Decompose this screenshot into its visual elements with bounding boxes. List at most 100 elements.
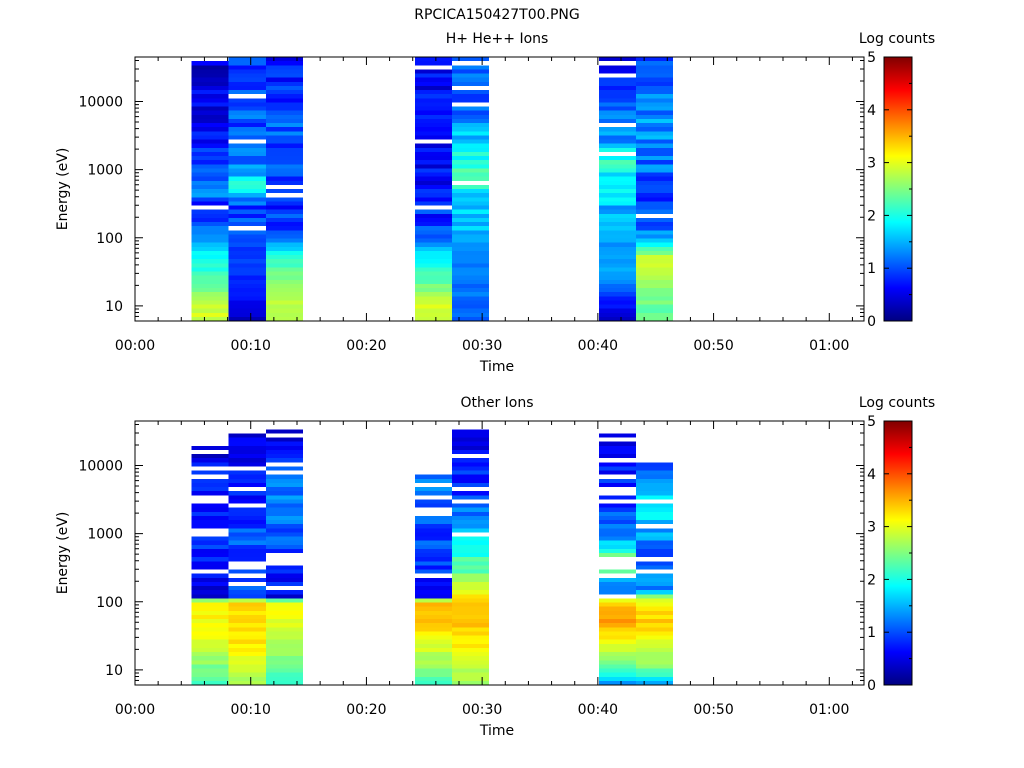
heatmap-cell (191, 445, 229, 450)
heatmap-cell (452, 482, 490, 488)
x-ticks: 00:00 00:10 00:20 00:30 00:40 00:50 01:00 (115, 421, 853, 718)
heatmap-cell (415, 242, 453, 247)
heatmap-cell (228, 569, 266, 574)
heatmap-cell (636, 135, 674, 140)
heatmap-cell (452, 250, 490, 256)
heatmap-cell (452, 664, 490, 669)
heatmap-cell (636, 511, 674, 516)
heatmap-cell (636, 565, 674, 570)
heatmap-cell (265, 429, 303, 434)
heatmap-cell (599, 676, 637, 681)
heatmap-cell (265, 217, 303, 223)
heatmap-cell (191, 69, 229, 74)
heatmap-cell (191, 201, 229, 206)
heatmap-cell (228, 222, 266, 227)
heatmap-cell (599, 449, 637, 455)
heatmap-cell (191, 590, 229, 595)
heatmap-cell (415, 176, 453, 181)
heatmap-cell (265, 664, 303, 669)
heatmap-cell (265, 437, 303, 442)
heatmap-cell (265, 246, 303, 251)
heatmap-cell (265, 458, 303, 463)
colorbar-tick-label: 2 (867, 572, 876, 588)
heatmap-cell (636, 487, 674, 492)
heatmap-cell (636, 118, 674, 123)
heatmap-cell (636, 647, 674, 653)
heatmap-cell (265, 598, 303, 603)
heatmap-cell (415, 147, 453, 152)
heatmap-cell (228, 288, 266, 293)
heatmap-cell (599, 288, 637, 293)
heatmap-cell (415, 275, 453, 280)
heatmap-cell (599, 478, 637, 483)
heatmap-cell (452, 586, 490, 591)
colorbar-tick-label: 3 (867, 156, 876, 172)
heatmap-cell (228, 668, 266, 673)
heatmap-cell (636, 197, 674, 202)
heatmap-cell (599, 544, 637, 549)
heatmap-cell (191, 250, 229, 256)
heatmap-cell (415, 627, 453, 632)
heatmap-cell (636, 263, 674, 268)
heatmap-cell (265, 275, 303, 280)
heatmap-cell (599, 77, 637, 82)
heatmap-cell (599, 147, 637, 152)
heatmap-cell (265, 296, 303, 301)
heatmap-cell (636, 69, 674, 74)
heatmap-cell (452, 557, 490, 562)
heatmap-cell (452, 548, 490, 554)
plot-frame (134, 56, 865, 322)
heatmap-cell (191, 308, 229, 313)
heatmap-cell (191, 643, 229, 648)
heatmap-cell (191, 271, 229, 276)
heatmap-cell (191, 242, 229, 247)
heatmap-cell (415, 557, 453, 562)
heatmap-cell (228, 156, 266, 161)
heatmap-cell (452, 602, 490, 607)
heatmap-cell (415, 594, 453, 599)
heatmap-cell (636, 308, 674, 313)
heatmap-cell (191, 635, 229, 640)
heatmap-cell (599, 627, 637, 632)
heatmap-cell (265, 308, 303, 313)
heatmap-cell (265, 668, 303, 673)
heatmap-cell (228, 180, 266, 185)
x-tick-label: 00:20 (346, 338, 386, 354)
heatmap-cell (636, 242, 674, 247)
heatmap-cell (599, 114, 637, 119)
heatmap-cell (191, 639, 229, 644)
heatmap-cell (636, 304, 674, 309)
heatmap-cell (265, 454, 303, 459)
heatmap-cell (228, 308, 266, 313)
time-column (599, 57, 637, 322)
heatmap-cell (599, 172, 637, 177)
heatmap-cell (415, 238, 453, 243)
heatmap-cell (636, 205, 674, 210)
heatmap-cell (599, 466, 637, 471)
heatmap-cell (599, 209, 637, 214)
heatmap-cell (191, 110, 229, 115)
heatmap-cell (415, 85, 453, 90)
heatmap-cell (265, 565, 303, 570)
heatmap-cell (636, 478, 674, 483)
heatmap-cell (636, 279, 674, 284)
heatmap-cell (636, 635, 674, 640)
heatmap-cell (599, 520, 637, 525)
heatmap-cell (415, 114, 453, 119)
heatmap-cell (599, 445, 637, 450)
heatmap-cell (191, 610, 229, 615)
heatmap-cell (265, 643, 303, 648)
heatmap-cell (228, 610, 266, 615)
heatmap-cell (599, 85, 637, 90)
heatmap-cell (191, 573, 229, 578)
heatmap-cell (452, 292, 490, 297)
heatmap-cell (191, 511, 229, 516)
heatmap-cell (599, 631, 637, 636)
heatmap-cell (599, 259, 637, 264)
heatmap-cell (265, 594, 303, 599)
heatmap-cell (599, 242, 637, 247)
heatmap-cell (228, 296, 266, 301)
heatmap-cell (599, 127, 637, 132)
heatmap-cell (191, 656, 229, 661)
heatmap-cell (415, 156, 453, 161)
